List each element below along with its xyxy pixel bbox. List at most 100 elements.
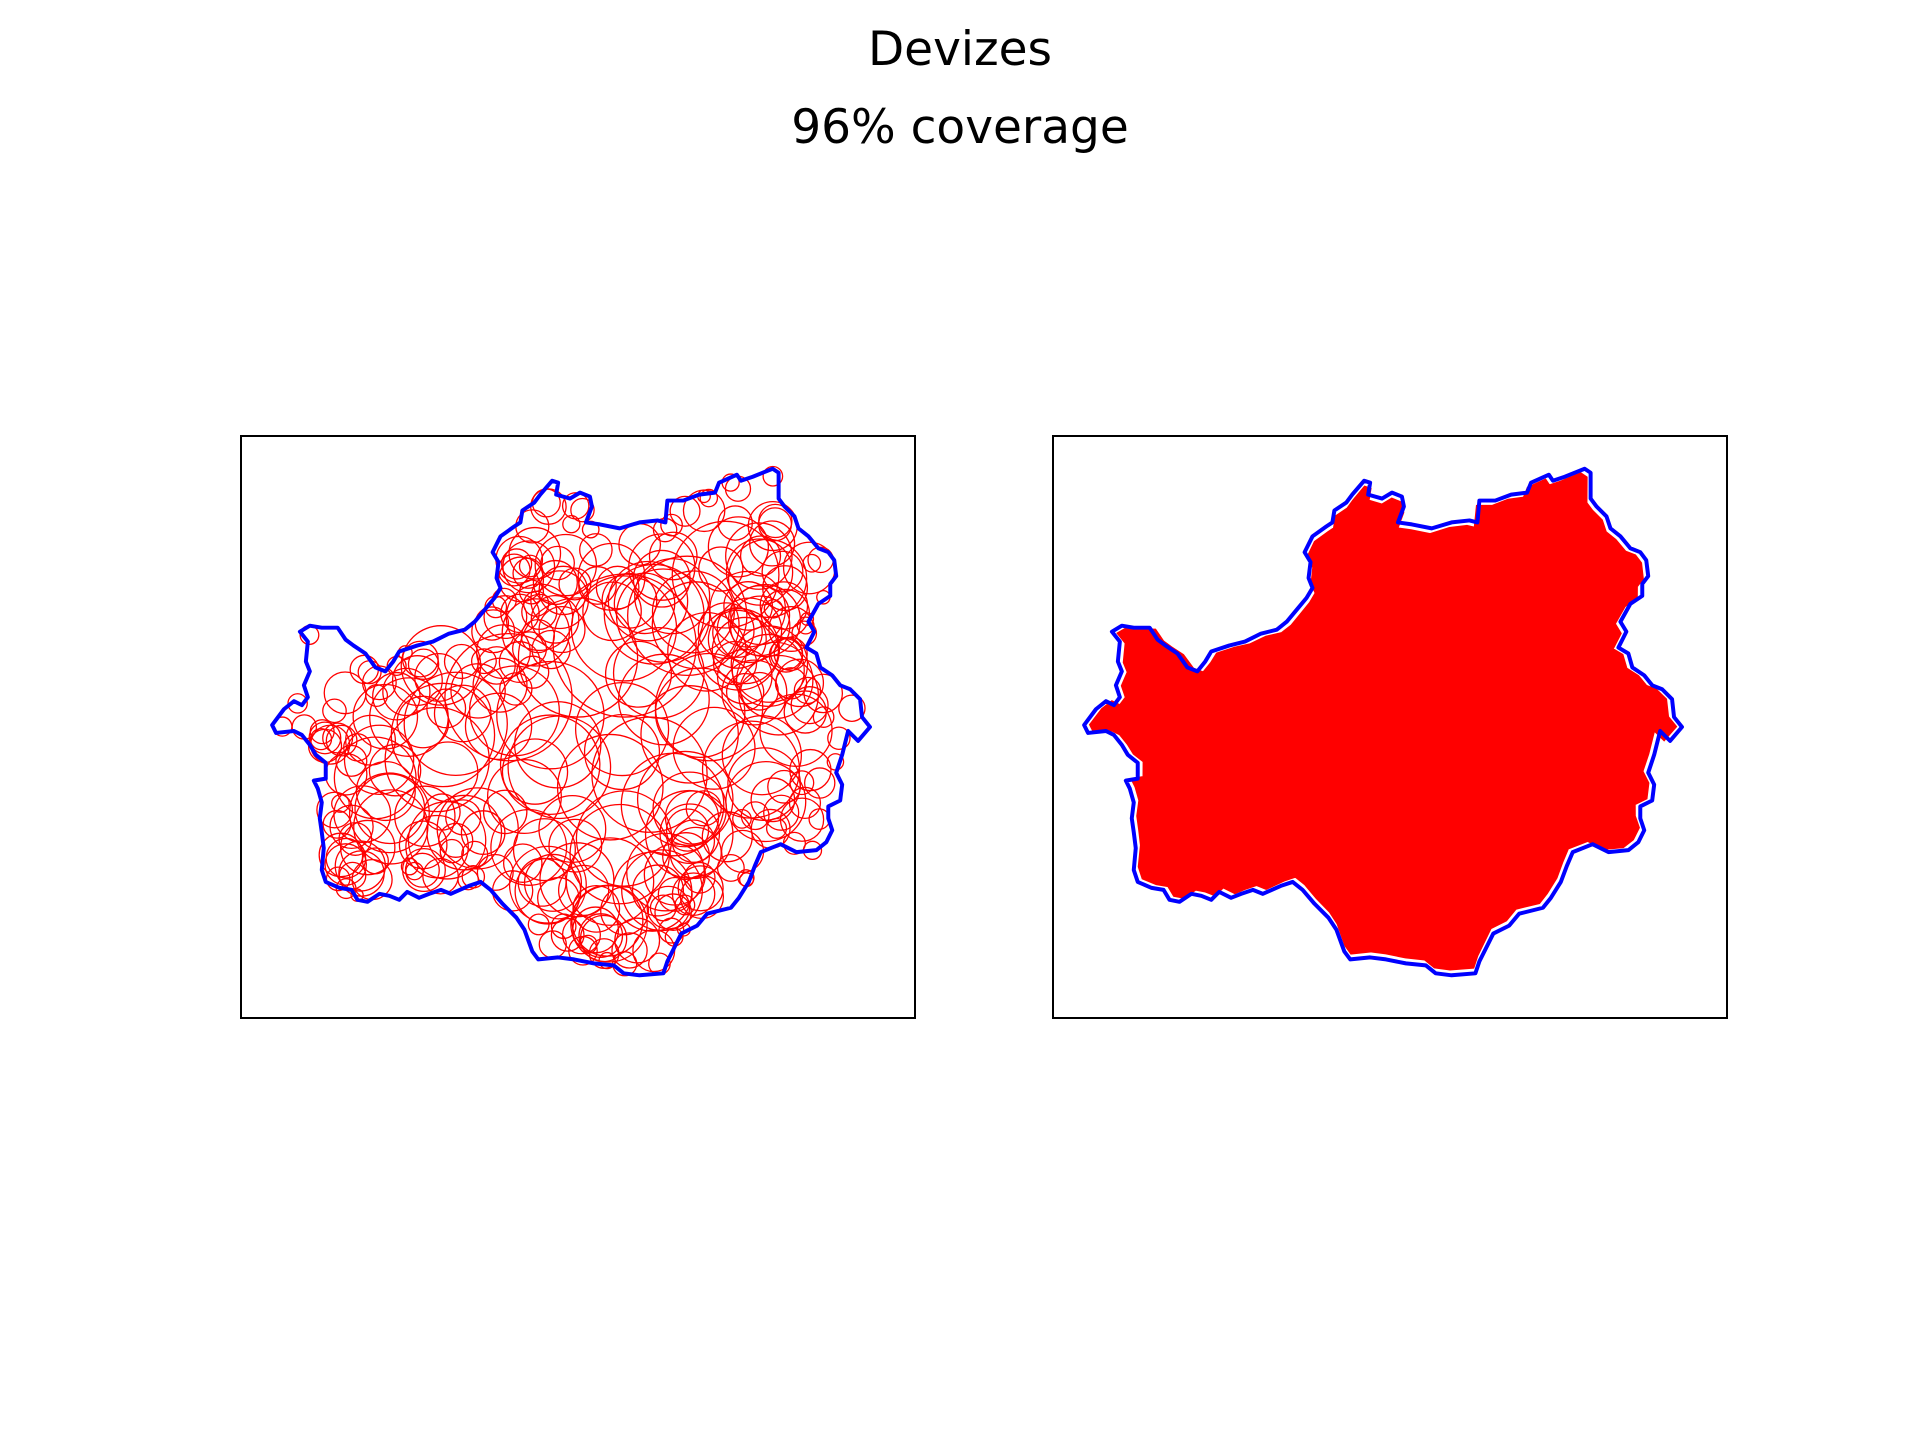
coverage-circle <box>672 706 756 790</box>
coverage-circle <box>732 808 752 829</box>
coverage-circle <box>353 789 429 865</box>
coverage-circle <box>667 611 747 692</box>
coverage-circle <box>438 822 474 858</box>
coverage-circle <box>570 885 648 963</box>
coverage-circle <box>707 516 770 578</box>
coverage-circle <box>401 640 439 678</box>
coverage-circle <box>318 832 364 878</box>
coverage-circle <box>475 624 531 680</box>
coverage-circle <box>530 570 590 630</box>
boundary-outline <box>270 466 872 978</box>
coverage-circle <box>588 938 620 969</box>
coverage-circle <box>803 673 844 714</box>
coverage-circle <box>407 648 440 680</box>
coverage-circle <box>790 686 829 725</box>
coverage-circle <box>417 741 479 803</box>
coverage-circle <box>477 646 516 685</box>
coverage-circle <box>578 566 617 605</box>
coverage-circle <box>723 581 774 631</box>
coverage-circle <box>403 671 508 777</box>
coverage-circle <box>712 607 763 658</box>
coverage-circle <box>621 849 703 932</box>
coverage-circle <box>711 616 780 685</box>
coverage-circle <box>329 804 374 850</box>
coverage-circle <box>414 652 464 702</box>
coverage-circle <box>557 864 610 917</box>
coverage-circle <box>537 876 580 920</box>
coverage-circle <box>322 698 347 724</box>
coverage-circle <box>496 660 605 770</box>
coverage-circle <box>643 843 706 906</box>
coverage-circle <box>665 808 710 852</box>
coverage-circle <box>615 568 711 663</box>
coverage-circle <box>640 685 739 784</box>
boundary-outline <box>1082 466 1684 978</box>
coverage-circle <box>486 759 562 835</box>
coverage-circle <box>338 850 385 897</box>
coverage-circle <box>727 583 802 658</box>
coverage-circle <box>391 655 443 706</box>
coverage-circle <box>405 861 424 881</box>
coverage-circle <box>369 677 449 757</box>
coverage-circle <box>316 791 354 829</box>
coverage-circle <box>758 503 793 539</box>
coverage-circle <box>707 609 767 669</box>
coverage-circle <box>838 694 866 722</box>
coverage-circle <box>572 884 621 933</box>
coverage-circle <box>394 785 456 848</box>
coverage-circle <box>788 786 822 820</box>
coverage-circle <box>345 714 397 766</box>
coverage-circle <box>348 772 430 854</box>
coverage-circle <box>716 853 745 882</box>
coverage-circle <box>699 488 719 508</box>
coverage-circle <box>433 684 492 743</box>
coverage-circle <box>349 654 380 685</box>
coverage-circle <box>508 526 562 580</box>
coverage-circle <box>517 597 639 718</box>
coverage-circle <box>574 681 670 777</box>
coverage-circle <box>725 522 793 590</box>
coverage-circle <box>697 602 755 660</box>
filled-coverage-panel <box>1052 435 1728 1019</box>
coverage-circle <box>717 505 753 541</box>
coverage-circle <box>558 567 592 601</box>
coverage-circle <box>530 594 580 644</box>
circle-packing-panel <box>240 435 916 1019</box>
coverage-circle <box>401 848 446 893</box>
coverage-circle <box>333 736 417 820</box>
coverage-circle <box>354 773 426 845</box>
coverage-circle <box>334 840 386 892</box>
coverage-circle <box>507 715 612 820</box>
coverage-circle <box>499 672 533 706</box>
coverage-circle <box>482 789 528 835</box>
coverage-circle <box>613 572 676 635</box>
coverage-circle <box>343 724 415 795</box>
coverage-circle <box>483 595 528 640</box>
coverage-circle <box>600 886 650 936</box>
coverage-circle <box>457 868 479 891</box>
coverage-circle <box>725 761 807 843</box>
coverage-circle <box>325 724 358 757</box>
coverage-circle <box>740 671 779 711</box>
coverage-circle <box>384 706 490 813</box>
coverage-circle <box>725 538 794 606</box>
coverage-circle <box>789 770 815 796</box>
coverage-circle <box>550 917 585 952</box>
coverage-circle <box>789 748 832 792</box>
coverage-circle <box>583 713 661 791</box>
coverage-circle <box>534 533 598 597</box>
coverage-circle <box>763 794 800 831</box>
coverage-circle <box>570 497 595 523</box>
coverage-circle <box>550 913 577 940</box>
coverage-circle <box>499 714 601 816</box>
coverage-circle <box>614 917 661 964</box>
coverage-circle <box>631 864 685 917</box>
coverage-circle <box>739 535 782 577</box>
coverage-circle <box>677 865 724 912</box>
coverage-circle <box>648 531 698 581</box>
figure-title: Devizes <box>867 22 1053 77</box>
coverage-circle <box>603 563 705 665</box>
coverage-circle <box>626 832 705 912</box>
coverage-circle <box>518 554 542 578</box>
coverage-circle <box>521 593 558 631</box>
